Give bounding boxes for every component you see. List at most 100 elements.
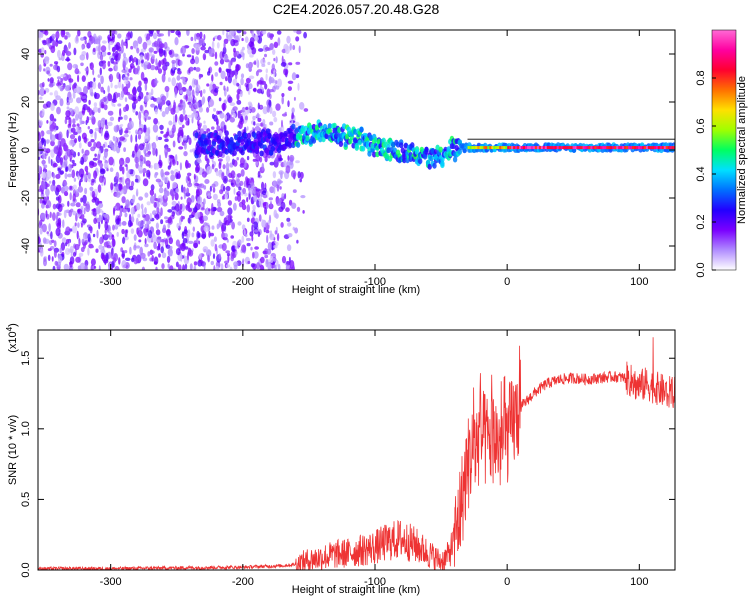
spectrogram-speckle	[41, 171, 46, 179]
spectrogram-speckle	[289, 43, 292, 51]
spectrogram-speckle	[119, 116, 123, 120]
spectrogram-speckle	[212, 187, 216, 193]
spectrogram-speckle	[191, 112, 195, 119]
spectrogram-speckle	[78, 180, 81, 187]
spectrogram-speckle	[121, 221, 127, 226]
spectrogram-speckle	[144, 61, 149, 65]
spectrogram-speckle	[271, 63, 275, 71]
spectrogram-ridge-cell	[386, 147, 391, 154]
spectrogram-ridge-cell	[327, 123, 332, 130]
spectrogram-speckle	[128, 130, 131, 134]
spectrogram-speckle	[50, 134, 56, 142]
spectrogram-speckle	[225, 185, 231, 192]
spectrogram-speckle	[60, 78, 64, 82]
spectrogram-speckle	[164, 171, 170, 176]
spectrogram-ridge-cell	[243, 132, 248, 139]
spectrogram-speckle	[277, 37, 281, 46]
spectrogram-speckle	[214, 88, 219, 93]
spectrogram-speckle	[169, 252, 173, 257]
spectrogram-speckle	[200, 207, 205, 211]
spectrogram-speckle	[254, 60, 257, 66]
spectrogram-speckle	[215, 170, 220, 177]
spectrogram-speckle	[92, 47, 96, 53]
spectrogram-speckle	[267, 261, 272, 270]
spectrogram-speckle	[130, 228, 135, 235]
spectrogram-speckle	[248, 75, 255, 80]
spectrogram-speckle	[257, 69, 263, 73]
spectrogram-speckle	[275, 85, 280, 90]
spectrogram-speckle	[303, 31, 307, 39]
spectrogram-speckle	[138, 111, 142, 121]
spectrogram-speckle	[113, 92, 116, 102]
spectrogram-speckle	[138, 130, 142, 135]
spectrogram-speckle	[41, 181, 46, 191]
spectrogram-speckle	[73, 177, 77, 182]
spectrogram-speckle	[273, 117, 278, 123]
spectrogram-speckle	[79, 92, 84, 96]
spectrogram-line-cell	[614, 146, 617, 150]
spectrogram-speckle	[72, 63, 78, 69]
spectrogram-speckle	[221, 242, 227, 252]
spectrogram-line-cell	[604, 146, 607, 150]
spectrogram-speckle	[227, 200, 232, 206]
spectrogram-speckle	[127, 219, 132, 228]
spectrogram-speckle	[266, 104, 270, 113]
spectrogram-speckle	[51, 239, 55, 243]
spectrogram-speckle	[272, 110, 277, 118]
spectrogram-speckle	[142, 178, 149, 187]
spectrogram-speckle	[176, 161, 179, 166]
spectrogram-speckle	[83, 202, 87, 207]
spectrogram-speckle	[273, 264, 276, 269]
spectrogram-speckle	[237, 239, 242, 247]
spectrogram-speckle	[57, 168, 61, 172]
spectrogram-speckle	[287, 80, 294, 85]
spectrogram-speckle	[125, 76, 129, 81]
spectrogram-speckle	[157, 136, 163, 141]
spectrogram-speckle	[155, 222, 159, 230]
spectrogram-speckle	[64, 118, 68, 125]
spectrogram-line-cell	[511, 146, 514, 150]
spectrogram-speckle	[216, 223, 220, 230]
y-tick-label: 40	[20, 48, 32, 60]
spectrogram-speckle	[42, 160, 45, 167]
spectrogram-speckle	[67, 200, 70, 207]
colorbar-tick-label: 0.0	[695, 262, 707, 277]
spectrogram-speckle	[144, 134, 149, 143]
spectrogram-speckle	[118, 53, 121, 57]
spectrogram-speckle	[84, 264, 88, 270]
spectrogram-speckle	[183, 142, 187, 150]
spectrogram-speckle	[51, 256, 54, 262]
spectrogram-speckle	[243, 180, 247, 188]
y-tick-label: 1.5	[20, 351, 32, 366]
spectrogram-line-cell	[643, 146, 647, 150]
spectrogram-speckle	[110, 57, 114, 64]
spectrogram-speckle	[63, 209, 67, 219]
spectrogram-speckle	[281, 255, 287, 264]
colorbar-ticks: 0.0 0.2 0.4 0.6 0.8	[695, 70, 716, 278]
spectrogram-speckle	[155, 229, 161, 236]
spectrogram-speckle	[159, 239, 166, 243]
spectrogram-speckle	[225, 155, 231, 163]
spectrogram-speckle	[236, 157, 239, 161]
spectrogram-speckle	[81, 45, 84, 50]
spectrogram-line-cell	[475, 146, 478, 150]
spectrogram-speckle	[199, 31, 203, 39]
spectrogram-speckle	[213, 108, 216, 112]
spectrogram-speckle	[206, 83, 210, 87]
spectrogram-speckle	[174, 37, 179, 46]
spectrogram-speckle	[123, 147, 126, 153]
spectrogram-speckle	[142, 41, 148, 50]
spectrogram-speckle	[256, 88, 263, 94]
spectrogram-speckle	[153, 118, 159, 125]
spectrogram-speckle	[158, 48, 164, 57]
spectrogram-speckle	[235, 175, 240, 185]
spectrogram-speckle	[148, 30, 154, 34]
spectrogram-speckle	[296, 30, 302, 35]
spectrogram-speckle	[247, 109, 251, 113]
spectrogram-speckle	[62, 49, 66, 57]
spectrogram-speckle	[194, 182, 200, 187]
spectrogram-speckle	[40, 47, 45, 53]
spectrogram-speckle	[259, 264, 265, 270]
spectrogram-speckle	[193, 242, 199, 249]
spectrogram-speckle	[64, 35, 68, 40]
